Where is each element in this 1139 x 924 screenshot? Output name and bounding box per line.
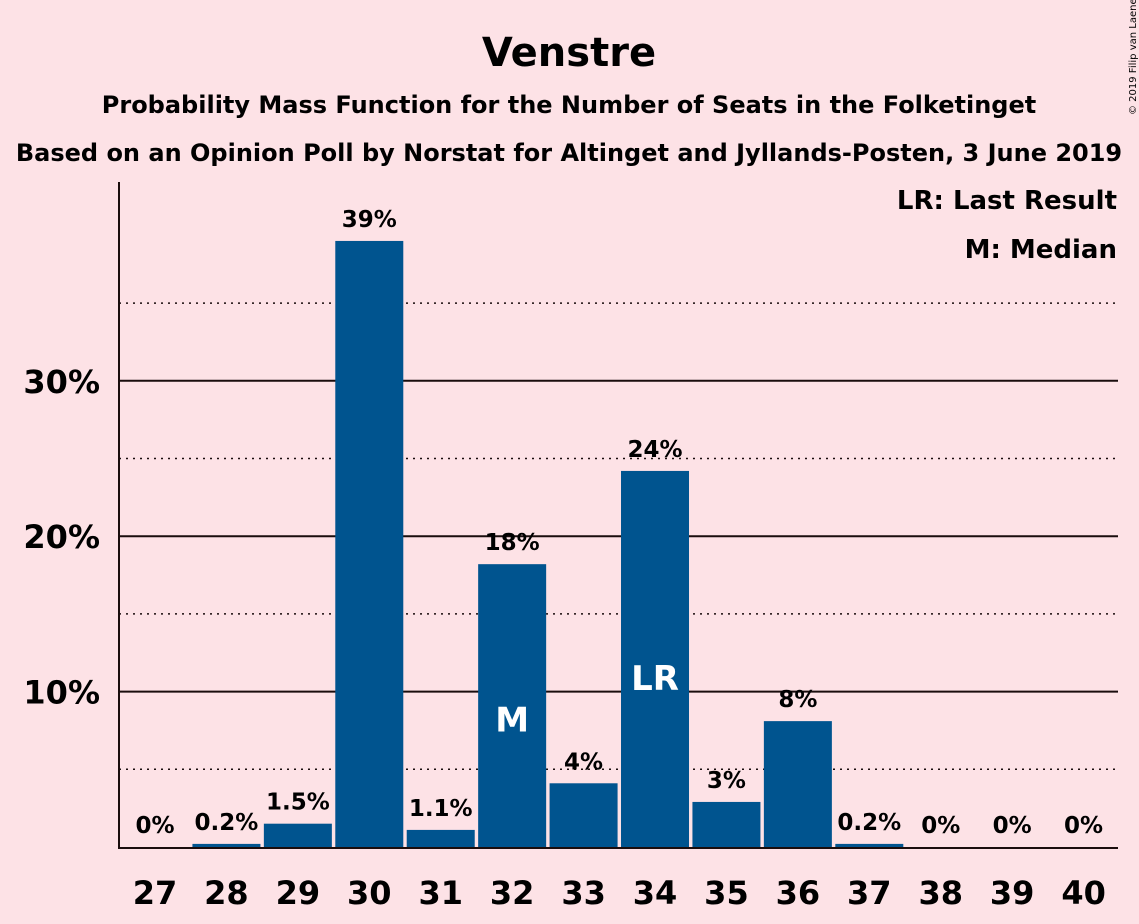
data-label-37: 0.2% bbox=[837, 810, 901, 836]
data-label-38: 0% bbox=[921, 813, 960, 839]
bar-28 bbox=[192, 843, 261, 847]
bar-33 bbox=[549, 783, 618, 847]
data-label-30: 39% bbox=[342, 207, 397, 233]
y-tick-label: 10% bbox=[23, 674, 100, 712]
bars bbox=[192, 240, 904, 847]
x-tick-label: 33 bbox=[561, 874, 606, 912]
x-tick-label: 35 bbox=[704, 874, 749, 912]
gridlines bbox=[119, 302, 1118, 771]
x-tick-label: 31 bbox=[418, 874, 463, 912]
x-tick-label: 36 bbox=[776, 874, 821, 912]
x-tick-label: 32 bbox=[490, 874, 535, 912]
bar-36 bbox=[763, 721, 832, 847]
data-label-35: 3% bbox=[707, 768, 746, 794]
bar-34 bbox=[621, 470, 690, 847]
data-label-33: 4% bbox=[564, 749, 603, 775]
y-tick-label: 30% bbox=[23, 363, 100, 401]
x-tick-label: 34 bbox=[633, 874, 678, 912]
legend-entry-median: M: Median bbox=[965, 235, 1117, 265]
data-label-36: 8% bbox=[778, 687, 817, 713]
legend-entry-last-result: LR: Last Result bbox=[897, 186, 1117, 216]
data-label-31: 1.1% bbox=[409, 796, 473, 822]
x-tick-label: 27 bbox=[133, 874, 178, 912]
data-label-40: 0% bbox=[1064, 813, 1103, 839]
data-label-32: 18% bbox=[485, 530, 540, 556]
x-tick-label: 28 bbox=[204, 874, 249, 912]
bar-35 bbox=[692, 801, 761, 847]
copyright-notice: © 2019 Filip van Laenen bbox=[1128, 0, 1139, 115]
bar-32 bbox=[478, 564, 547, 847]
chart-subtitle: Probability Mass Function for the Number… bbox=[102, 91, 1036, 119]
data-label-29: 1.5% bbox=[266, 790, 330, 816]
bar-37 bbox=[835, 843, 904, 847]
bar-30 bbox=[335, 240, 404, 847]
data-label-39: 0% bbox=[993, 813, 1032, 839]
chart-title: Venstre bbox=[482, 30, 656, 76]
data-labels: 0% 0.2% 1.5% 39% 1.1% 18% M 4% 24% LR 3% 8% 0.2% 0% 0%… bbox=[135, 207, 1103, 839]
y-axis-ticks: 10% 20% 30% bbox=[23, 363, 100, 712]
x-tick-label: 29 bbox=[276, 874, 321, 912]
bar-marker-m: M bbox=[495, 701, 529, 741]
chart-subtitle-source: Based on an Opinion Poll by Norstat for … bbox=[16, 139, 1122, 167]
data-label-27: 0% bbox=[135, 813, 174, 839]
x-tick-label: 39 bbox=[990, 874, 1035, 912]
x-tick-label: 30 bbox=[347, 874, 392, 912]
data-label-34: 24% bbox=[627, 437, 682, 463]
bar-marker-lr: LR bbox=[631, 659, 679, 699]
x-tick-label: 40 bbox=[1061, 874, 1106, 912]
x-tick-label: 37 bbox=[847, 874, 892, 912]
bar-31 bbox=[406, 829, 475, 847]
data-label-28: 0.2% bbox=[195, 810, 259, 836]
y-tick-label: 20% bbox=[23, 518, 100, 556]
x-tick-label: 38 bbox=[918, 874, 963, 912]
x-axis-ticks: 27 28 29 30 31 32 33 34 35 36 37 38 39 40 bbox=[133, 874, 1106, 912]
bar-29 bbox=[263, 823, 332, 847]
